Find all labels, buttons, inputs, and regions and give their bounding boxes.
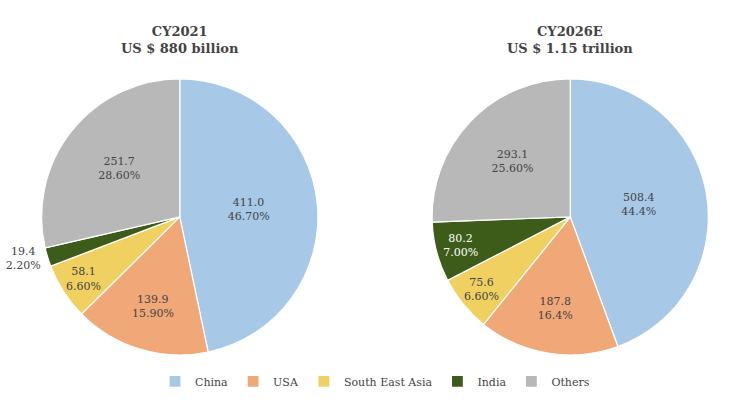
svg-text:South East Asia: South East Asia	[344, 376, 433, 389]
svg-text:USA: USA	[273, 376, 299, 389]
svg-text:139.915.90%: 139.915.90%	[132, 293, 174, 320]
svg-text:293.125.60%: 293.125.60%	[491, 148, 533, 175]
svg-text:187.816.4%: 187.816.4%	[538, 295, 573, 322]
svg-text:80.27.00%: 80.27.00%	[443, 232, 478, 259]
svg-text:CY2021US $ 880 billion: CY2021US $ 880 billion	[121, 24, 239, 56]
svg-text:19.42.20%: 19.42.20%	[6, 245, 41, 272]
svg-text:China: China	[195, 376, 228, 389]
svg-text:India: India	[477, 376, 506, 389]
svg-text:Others: Others	[551, 376, 589, 389]
svg-text:58.16.60%: 58.16.60%	[66, 265, 101, 292]
svg-text:CY2026EUS $ 1.15 trillion: CY2026EUS $ 1.15 trillion	[507, 24, 633, 56]
svg-text:508.444.4%: 508.444.4%	[621, 191, 656, 218]
svg-text:411.046.70%: 411.046.70%	[228, 196, 270, 223]
svg-text:251.728.60%: 251.728.60%	[98, 155, 140, 182]
svg-text:75.66.60%: 75.66.60%	[464, 276, 499, 303]
